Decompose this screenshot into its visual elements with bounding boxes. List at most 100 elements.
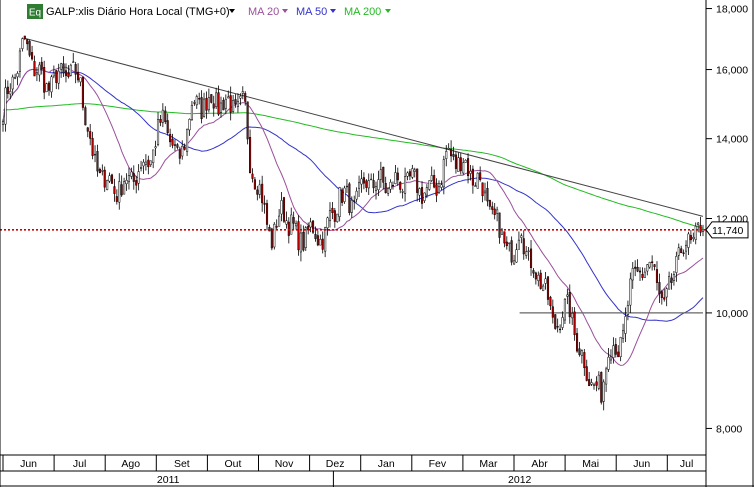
plot-area[interactable] [0, 0, 706, 455]
candle-body [559, 328, 562, 331]
candle-body [525, 251, 528, 256]
candle-body [67, 72, 70, 77]
candle-body [21, 38, 24, 49]
candle-body [551, 306, 554, 318]
candle-body [457, 157, 460, 172]
candle-body [668, 275, 671, 290]
candle-body [275, 226, 278, 228]
candle-body [658, 282, 661, 295]
candle-body [663, 297, 666, 300]
candle-body [471, 168, 474, 186]
candle-body [319, 239, 322, 246]
ma50-dropdown-icon[interactable] [330, 9, 336, 13]
candle-body [132, 173, 135, 182]
candle-body [437, 186, 441, 193]
candle-body [522, 238, 525, 255]
candle-body [609, 356, 613, 361]
year-label: 2012 [508, 474, 532, 486]
candle-body [193, 102, 196, 104]
candle-body [491, 206, 494, 210]
candle-body [571, 313, 574, 319]
candle-body [595, 381, 598, 386]
candle-body [224, 98, 227, 109]
candle-body [396, 172, 399, 181]
candle-body [677, 247, 680, 256]
legend-ma200[interactable]: MA 200 [344, 6, 381, 18]
candle-body [450, 148, 453, 157]
candle-body [331, 207, 334, 213]
candle-body [646, 264, 649, 272]
y-tick-label: 8,000 [716, 423, 742, 435]
candle-body [142, 161, 145, 167]
y-tick-label: 10,000 [716, 308, 748, 320]
candle-body [527, 250, 530, 252]
candle-body [556, 326, 559, 328]
ma20-dropdown-icon[interactable] [282, 9, 288, 13]
candle-body [91, 138, 94, 156]
legend-ma20[interactable]: MA 20 [248, 6, 279, 18]
candle-body [626, 305, 629, 315]
candle-body [9, 91, 12, 95]
candle-body [4, 87, 7, 125]
candle-body [336, 213, 339, 222]
title-dropdown-icon[interactable] [229, 9, 235, 13]
candle-body [680, 248, 683, 254]
candle-body [629, 278, 632, 306]
candle-body [256, 189, 259, 195]
month-label: Mai [582, 458, 599, 470]
eq-badge[interactable] [27, 4, 43, 19]
candle-body [634, 266, 637, 269]
ma200-dropdown-icon[interactable] [385, 9, 391, 13]
candle-body [200, 97, 203, 120]
month-label: Jul [680, 458, 693, 470]
candle-body [45, 83, 48, 92]
candle-body [605, 368, 608, 385]
candle-body [440, 184, 443, 188]
candle-body [592, 384, 596, 386]
candle-body [510, 240, 513, 263]
candle-body [486, 187, 489, 202]
candle-body [18, 50, 22, 72]
month-label: Fev [429, 458, 447, 470]
candle-body [118, 181, 121, 203]
legend-ma50[interactable]: MA 50 [296, 6, 327, 18]
month-label: Jan [378, 458, 395, 470]
candle-body [64, 70, 68, 76]
candle-body [425, 187, 428, 196]
candle-body [232, 99, 235, 112]
candle-body [597, 374, 600, 389]
candle-body [282, 197, 286, 222]
candle-body [614, 344, 617, 355]
candle-body [328, 210, 332, 222]
candle-body [47, 82, 51, 91]
candle-body [517, 239, 520, 250]
candle-body [588, 379, 591, 387]
candle-body [314, 234, 317, 239]
candle-body [653, 264, 656, 267]
candle-body [290, 214, 293, 235]
candle-body [433, 175, 436, 188]
candle-body [57, 70, 60, 84]
candle-body [309, 221, 312, 228]
candle-body [140, 166, 143, 169]
candle-body [108, 175, 111, 182]
candle-body [699, 224, 702, 233]
candle-body [137, 171, 140, 184]
candle-body [31, 52, 34, 60]
candle-body [660, 291, 663, 298]
candle-body [86, 127, 89, 132]
candle-body [251, 173, 254, 179]
candle-body [387, 188, 390, 194]
candle-body [687, 233, 690, 248]
candle-body [302, 231, 305, 251]
candle-body [60, 63, 63, 70]
candle-body [147, 159, 150, 168]
candle-body [69, 64, 72, 76]
candle-body [50, 76, 53, 93]
candle-body [144, 161, 147, 165]
candle-body [154, 146, 157, 149]
